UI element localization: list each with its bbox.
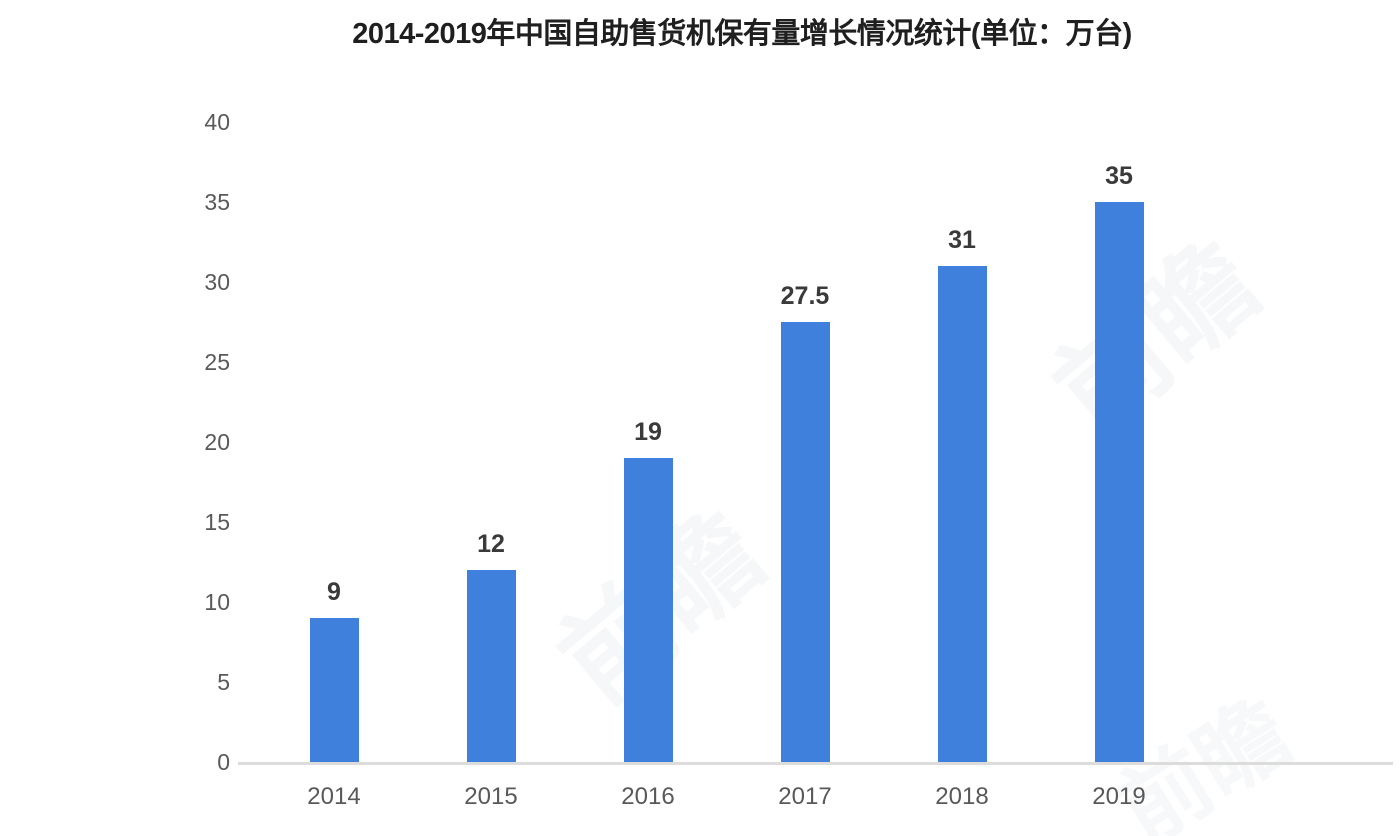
bar-value-label-2015: 12 — [477, 530, 505, 558]
y-tick-label-25: 25 — [204, 349, 230, 375]
x-tick-label-2015: 2015 — [464, 783, 518, 810]
bar-value-label-2019: 35 — [1105, 162, 1133, 190]
x-axis-line — [238, 762, 1393, 765]
bar-2016 — [623, 458, 673, 762]
bar-value-label-2018: 31 — [948, 226, 976, 254]
chart-title: 2014-2019年中国自助售货机保有量增长情况统计(单位：万台) — [352, 18, 1132, 50]
bar-value-label-2016: 19 — [634, 418, 662, 446]
bar-2019 — [1094, 202, 1144, 762]
y-tick-label-35: 35 — [204, 189, 230, 215]
y-tick-label-20: 20 — [204, 429, 230, 455]
bar-2015 — [466, 570, 516, 762]
x-tick-label-2018: 2018 — [935, 783, 989, 810]
y-tick-label-0: 0 — [217, 749, 230, 775]
x-tick-label-2019: 2019 — [1092, 783, 1146, 810]
x-tick-label-2014: 2014 — [307, 783, 361, 810]
y-tick-label-30: 30 — [204, 269, 230, 295]
bar-2018 — [937, 266, 987, 762]
y-tick-label-40: 40 — [204, 109, 230, 135]
y-tick-label-10: 10 — [204, 589, 230, 615]
bar-value-label-2017: 27.5 — [780, 282, 830, 310]
y-tick-label-15: 15 — [204, 509, 230, 535]
x-tick-label-2016: 2016 — [621, 783, 675, 810]
bar-value-label-2014: 9 — [327, 578, 341, 606]
y-tick-label-5: 5 — [217, 669, 230, 695]
x-tick-label-2017: 2017 — [778, 783, 832, 810]
bar-2017 — [780, 322, 830, 762]
bar-2014 — [309, 618, 359, 762]
watermark: 前瞻 — [1032, 220, 1281, 456]
